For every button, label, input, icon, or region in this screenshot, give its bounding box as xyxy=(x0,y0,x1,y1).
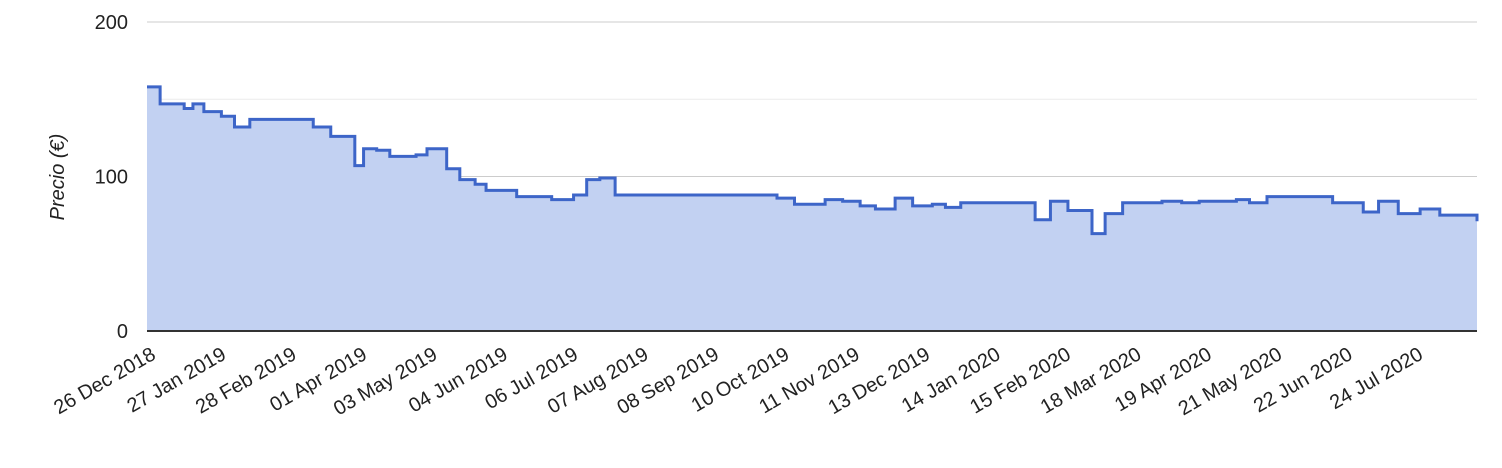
price-area-fill xyxy=(147,86,1477,331)
y-tick-label: 200 xyxy=(95,12,128,34)
price-step-line xyxy=(147,85,1479,236)
y-tick-label: 100 xyxy=(95,167,128,189)
y-axis-ticks: 0 100 200 xyxy=(95,12,128,343)
y-axis-title: Precio (€) xyxy=(47,134,69,221)
y-tick-label: 0 xyxy=(117,321,128,343)
